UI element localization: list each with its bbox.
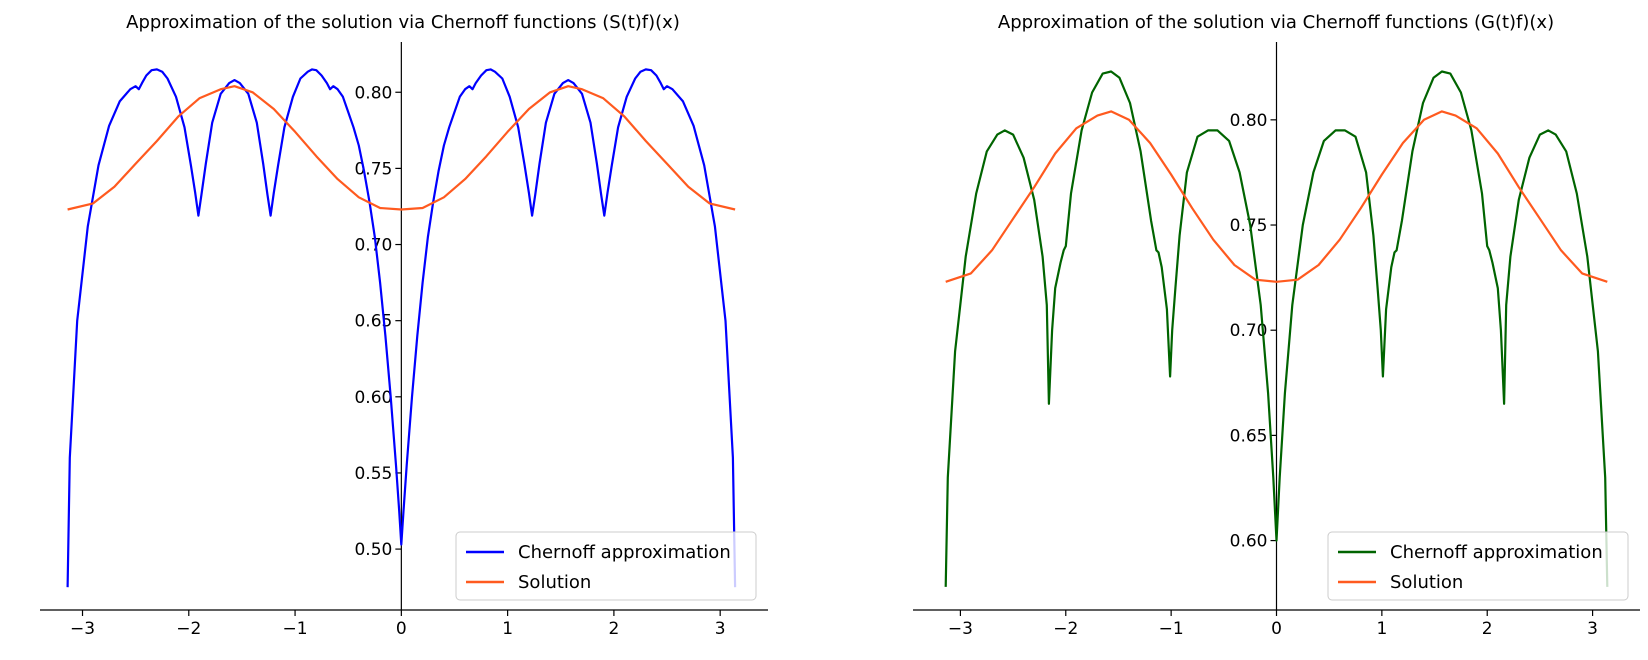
x-tick-label: 3 (715, 619, 726, 639)
x-tick-label: 1 (1376, 619, 1387, 639)
legend-box (1327, 531, 1629, 601)
y-tick-label: 0.80 (1230, 111, 1268, 131)
x-tick-label: −2 (1053, 619, 1078, 639)
y-tick-label: 0.75 (354, 159, 392, 179)
x-tick-label: 2 (1482, 619, 1493, 639)
x-tick-label: 0 (1271, 619, 1282, 639)
x-tick-label: 0 (396, 619, 407, 639)
x-tick-label: −3 (70, 619, 95, 639)
x-tick-label: −1 (1159, 619, 1184, 639)
legend: Chernoff approximation Solution (455, 531, 757, 601)
chart-panel-right: Approximation of the solution via Cherno… (913, 12, 1640, 639)
legend-label: Solution (518, 572, 591, 593)
y-tick-label: 0.60 (1230, 532, 1268, 552)
chernoff-approximation-line (944, 70, 1609, 587)
solution-line (67, 85, 736, 211)
x-tick-label: −3 (948, 619, 973, 639)
chart-title: Approximation of the solution via Cherno… (998, 12, 1554, 33)
y-tick-label: 0.65 (1230, 426, 1268, 446)
chernoff-approximation-line (66, 68, 737, 588)
y-tick-label: 0.80 (354, 83, 392, 103)
chart-panel-left: Approximation of the solution via Cherno… (40, 12, 768, 639)
x-tick-label: 1 (502, 619, 513, 639)
legend-box (455, 531, 757, 601)
y-tick-label: 0.70 (1230, 321, 1268, 341)
y-tick-label: 0.65 (354, 312, 392, 332)
y-tick-label: 0.60 (354, 388, 392, 408)
x-tick-label: 3 (1587, 619, 1598, 639)
y-tick-label: 0.50 (354, 540, 392, 560)
y-tick-label: 0.55 (354, 464, 392, 484)
legend-label: Solution (1390, 572, 1463, 593)
y-tick-label: 0.75 (1230, 216, 1268, 236)
chart-title: Approximation of the solution via Cherno… (126, 12, 680, 33)
legend-label: Chernoff approximation (1390, 542, 1603, 563)
y-tick-label: 0.70 (354, 236, 392, 256)
x-tick-label: 2 (608, 619, 619, 639)
legend: Chernoff approximation Solution (1327, 531, 1629, 601)
legend-label: Chernoff approximation (518, 542, 731, 563)
solution-line (945, 110, 1608, 283)
x-tick-label: −1 (283, 619, 308, 639)
x-tick-label: −2 (176, 619, 201, 639)
